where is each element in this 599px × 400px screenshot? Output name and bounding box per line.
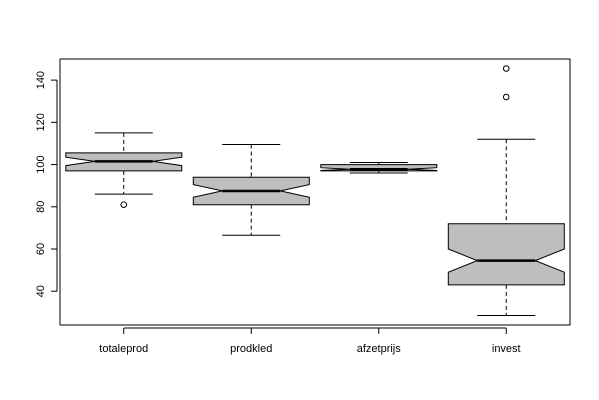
x-axis-labels: totaleprod prodkled afzetprijs invest bbox=[99, 327, 521, 355]
plot-frame bbox=[59, 58, 571, 326]
y-axis: 40 60 80 100 120 140 bbox=[35, 71, 58, 297]
y-tick-label: 120 bbox=[35, 113, 47, 131]
x-tick-label: prodkled bbox=[230, 343, 272, 355]
box-body bbox=[447, 223, 565, 286]
y-tick-label: 100 bbox=[35, 155, 47, 173]
box-afzetprijs bbox=[320, 161, 438, 174]
box-prodkled bbox=[192, 144, 310, 236]
box-totaleprod bbox=[65, 132, 183, 208]
y-tick-label: 80 bbox=[35, 201, 47, 213]
x-tick-label: afzetprijs bbox=[357, 343, 402, 355]
y-tick-label: 60 bbox=[35, 243, 47, 255]
boxes-layer bbox=[65, 65, 565, 316]
y-tick-label: 40 bbox=[35, 285, 47, 297]
x-tick-label: invest bbox=[492, 343, 521, 355]
outlier-point bbox=[502, 93, 510, 101]
box-invest bbox=[447, 65, 565, 316]
x-tick-label: totaleprod bbox=[99, 343, 148, 355]
outlier-point bbox=[120, 201, 128, 208]
outlier-point bbox=[502, 65, 510, 72]
y-tick-label: 140 bbox=[35, 71, 47, 89]
